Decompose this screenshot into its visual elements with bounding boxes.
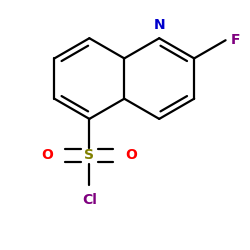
Text: O: O	[41, 148, 53, 162]
Text: O: O	[126, 148, 138, 162]
Text: S: S	[84, 148, 94, 162]
Text: N: N	[154, 18, 165, 32]
Text: F: F	[230, 33, 240, 47]
Text: Cl: Cl	[82, 193, 97, 207]
